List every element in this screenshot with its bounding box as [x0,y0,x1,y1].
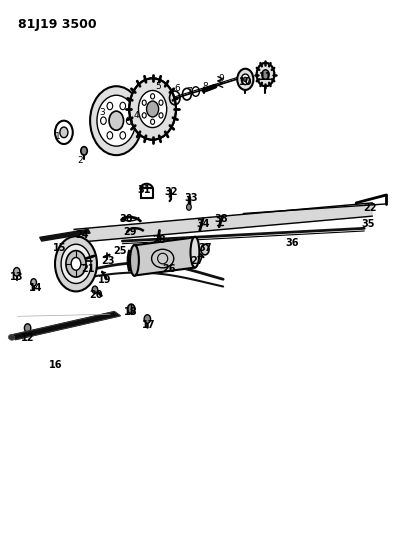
Circle shape [186,204,191,211]
Text: 31: 31 [137,184,151,195]
Circle shape [66,251,86,277]
Circle shape [71,257,81,270]
Text: 19: 19 [97,274,111,285]
Circle shape [241,74,249,85]
Text: 8: 8 [202,82,207,91]
Text: 15: 15 [53,243,66,253]
Text: 23: 23 [101,256,115,266]
Text: 33: 33 [184,192,197,203]
Circle shape [31,279,36,286]
Circle shape [129,78,175,140]
Circle shape [24,324,31,332]
Circle shape [237,69,253,90]
Text: 22: 22 [363,203,376,213]
Text: 26: 26 [162,264,175,274]
Text: 17: 17 [141,320,155,330]
Ellipse shape [190,237,199,268]
Text: 1: 1 [55,132,61,141]
Text: 5: 5 [156,82,161,91]
Text: 24: 24 [75,230,89,240]
Circle shape [146,101,158,117]
Text: 11: 11 [258,71,272,82]
Text: 21: 21 [81,264,95,274]
Circle shape [138,91,166,127]
Text: 9: 9 [218,74,224,83]
Ellipse shape [8,335,15,340]
Circle shape [243,77,246,82]
Polygon shape [74,203,371,243]
Circle shape [55,236,97,292]
Circle shape [92,286,98,294]
Text: 7: 7 [185,87,191,96]
Circle shape [60,127,68,138]
Circle shape [90,86,142,155]
Text: 36: 36 [284,238,298,248]
Text: 32: 32 [164,187,177,197]
Circle shape [81,147,87,155]
Text: 18: 18 [123,306,137,317]
Text: 28: 28 [151,235,165,245]
Text: 4: 4 [133,111,139,120]
Text: 3: 3 [99,108,105,117]
Circle shape [261,70,269,79]
Text: 10: 10 [238,77,252,87]
Text: 30: 30 [119,214,133,224]
Circle shape [61,244,91,284]
Text: 20: 20 [89,289,102,300]
Text: 12: 12 [21,333,34,343]
Text: 35: 35 [361,219,374,229]
Circle shape [200,244,209,255]
Text: 13: 13 [10,272,23,282]
Text: 81J19 3500: 81J19 3500 [17,18,96,31]
Circle shape [144,315,150,323]
Polygon shape [9,312,120,340]
Text: 16: 16 [49,360,62,369]
Text: 2: 2 [77,156,83,165]
Text: 6: 6 [173,84,179,93]
Circle shape [13,268,20,276]
Text: 14: 14 [29,282,42,293]
Circle shape [109,111,123,130]
Circle shape [256,63,274,86]
Text: 25: 25 [113,246,127,256]
Text: 38: 38 [214,214,227,224]
Polygon shape [40,229,90,241]
Text: 37: 37 [198,243,211,253]
Ellipse shape [130,245,139,276]
Polygon shape [134,237,194,276]
Circle shape [127,304,134,314]
Text: 34: 34 [196,219,209,229]
Circle shape [97,95,135,146]
Text: 29: 29 [124,227,137,237]
Text: 27: 27 [190,256,203,266]
